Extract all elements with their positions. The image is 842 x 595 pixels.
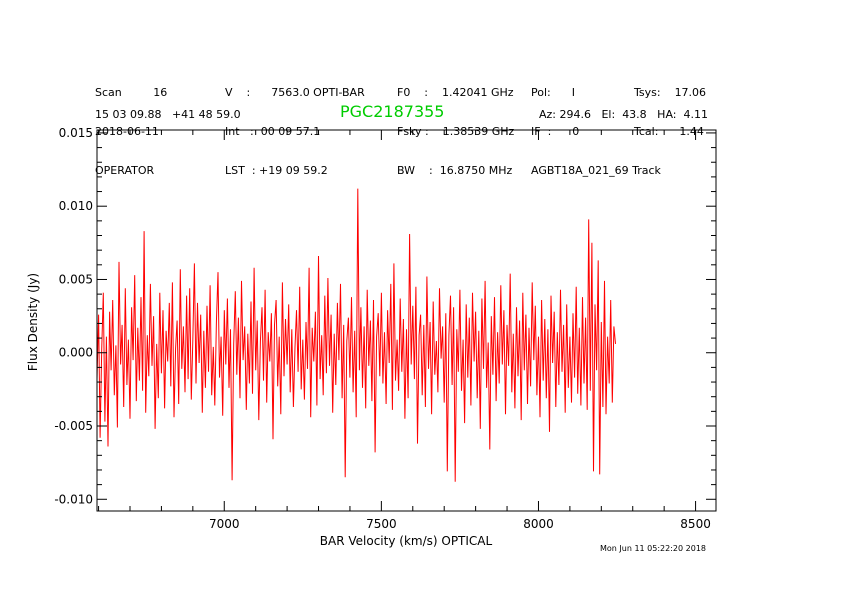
y-tick-label: 0.005 (59, 272, 93, 286)
header-project: AGBT18A_021_69 Track (531, 164, 661, 177)
y-tick-label: 0.000 (59, 346, 93, 360)
header-operator: OPERATOR (95, 164, 155, 177)
x-tick-label: 7500 (366, 517, 397, 531)
y-tick-label: -0.005 (54, 419, 93, 433)
source-name: PGC2187355 (340, 102, 445, 121)
x-tick-label: 8000 (523, 517, 554, 531)
header-pol: Pol: I (531, 86, 575, 99)
spectrum-trace (96, 188, 616, 482)
plot-frame (96, 129, 717, 512)
header-scan: Scan 16 (95, 86, 168, 99)
header-integration: Int : 00 09 57.1 (225, 125, 321, 138)
header-tsys-block: Tsys: 17.06 Tcal: 1.44 (634, 60, 706, 151)
header-tsys: Tsys: 17.06 (634, 86, 707, 99)
header-velocity-block: V : 7563.0 OPTI-BAR Int : 00 09 57.1 LST… (225, 60, 365, 190)
header-pol-block: Pol: I IF : 0 AGBT18A_021_69 Track (531, 60, 661, 190)
header-bw: BW : 16.8750 MHz (397, 164, 513, 177)
header-tcal: Tcal: 1.44 (634, 125, 704, 138)
y-axis-label: Flux Density (Jy) (26, 273, 40, 371)
x-tick-label: 7000 (209, 517, 240, 531)
header-fsky: Fsky : 1.38539 GHz (397, 125, 515, 138)
x-tick-label: 8500 (680, 517, 711, 531)
header-velocity: V : 7563.0 OPTI-BAR (225, 86, 365, 99)
header-coords: 15 03 09.88 +41 48 59.0 (95, 108, 241, 121)
x-axis-label: BAR Velocity (km/s) OPTICAL (320, 534, 493, 548)
y-tick-label: 0.010 (59, 199, 93, 213)
trace-layer (96, 188, 616, 482)
header-lst: LST : +19 09 59.2 (225, 164, 328, 177)
header-azel: Az: 294.6 El: 43.8 HA: 4.11 (539, 108, 708, 121)
header-if: IF : 0 (531, 125, 580, 138)
header-freq-block: F0 : 1.42041 GHz Fsky : 1.38539 GHz BW :… (397, 60, 514, 190)
header-f0: F0 : 1.42041 GHz (397, 86, 514, 99)
y-tick-label: -0.010 (54, 492, 93, 506)
header-scan-block: Scan 16 2018-06-11 OPERATOR (95, 60, 167, 190)
tick-layer: 7000 7500 8000 8500 -0.010 -0.005 0.000 0.005 0.… (54, 126, 716, 531)
y-tick-label: 0.015 (59, 126, 93, 140)
plot-timestamp: Mon Jun 11 05:22:20 2018 (600, 544, 707, 553)
header-date: 2018-06-11 (95, 125, 159, 138)
